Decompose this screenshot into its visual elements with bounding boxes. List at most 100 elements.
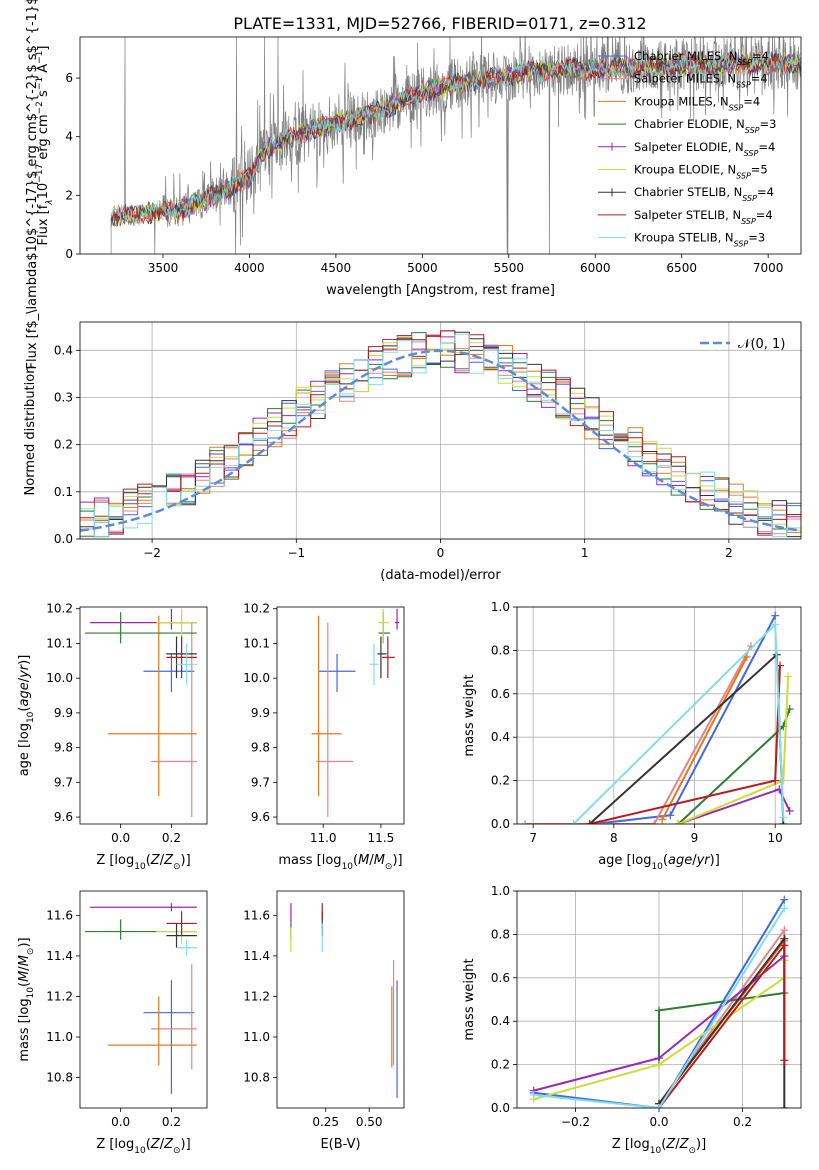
x-axis-label: wavelength [Angstrom, rest frame]	[326, 283, 555, 298]
y-tick-label: 11.4	[46, 949, 73, 963]
y-axis-label: mass [log10(M/M⊙)]	[17, 937, 36, 1061]
x-tick-label: 0.50	[356, 1115, 383, 1129]
y-tick-label: 9.7	[54, 775, 73, 789]
y-tick-label: 4	[65, 130, 73, 144]
x-tick-label: 11.0	[310, 831, 337, 845]
x-tick-label: −2	[143, 546, 161, 560]
y-tick-label: 11.2	[243, 989, 270, 1003]
panel-weight_vs_age: 7 8 9 10 0.0 0.2 0.4 0.6 0.8 1.0 age [log10(age/yr…	[462, 600, 802, 872]
y-tick-label: 10.0	[243, 671, 270, 685]
panel-mass_vs_Z: 0.0 0.2 10.8 11.0 11.2 11.4 11.6 Z [log10(Z/Z⊙)…	[17, 890, 208, 1156]
plot-area	[110, 37, 801, 254]
y-tick-label: 10.8	[243, 1071, 270, 1085]
y-tick-label: 0.4	[491, 730, 510, 744]
plot-area	[521, 611, 794, 824]
x-tick-label: 10	[768, 831, 783, 845]
y-tick-label: 6	[65, 71, 73, 85]
y-tick-label: 0.2	[491, 1058, 510, 1072]
y-tick-label: 0.6	[491, 687, 510, 701]
y-tick-label: 2	[65, 188, 73, 202]
y-tick-label: 10.2	[243, 602, 270, 616]
x-tick-label: 0.0	[111, 831, 130, 845]
x-tick-label: 1	[581, 546, 589, 560]
panel-spectrum: 3500 4000 4500 5000 5500 6000 6500 7000 0 2 4 6 wave…	[25, 0, 802, 369]
y-tick-label: 0.6	[491, 971, 510, 985]
weight-line-1	[525, 645, 752, 824]
legend-entry: Chabrier MILES, NSSP=4	[634, 49, 769, 67]
x-tick-label: 3500	[148, 261, 179, 275]
x-axis-label: Z [log10(Z/Z⊙)]	[96, 853, 190, 872]
y-tick-label: 9.7	[251, 775, 270, 789]
x-tick-label: 4500	[321, 261, 352, 275]
x-tick-label: 0.2	[733, 1115, 752, 1129]
y-tick-label: 0.3	[54, 390, 73, 404]
y-tick-label: 1.0	[491, 600, 510, 614]
x-tick-label: 6500	[666, 261, 697, 275]
model-spectrum-6	[110, 52, 801, 227]
y-tick-label: 0.0	[491, 1101, 510, 1115]
data-spectrum	[110, 37, 801, 254]
panel-age_vs_Z: 0.0 0.2 9.6 9.7 9.8 9.9 10.0 10.1 10.2 Z [log10(Z…	[17, 602, 208, 872]
y-tick-label: 10.8	[46, 1071, 73, 1085]
weight-line-7	[589, 665, 781, 824]
x-tick-label: 2	[725, 546, 733, 560]
legend-entry: Salpeter ELODIE, NSSP=4	[634, 140, 775, 158]
plot-area	[80, 330, 801, 538]
axes-frame	[276, 890, 405, 1109]
y-axis-label: age [log10(age/yr)]	[17, 655, 36, 777]
y-tick-label: 11.2	[46, 989, 73, 1003]
x-tick-label: 4000	[234, 261, 265, 275]
plot-area	[529, 895, 789, 1108]
x-tick-label: 9	[691, 831, 699, 845]
axes-frame	[79, 36, 802, 255]
x-tick-label: 7000	[753, 261, 784, 275]
x-tick-label: 0	[437, 546, 445, 560]
y-axis-label: Flux [f$_\lambda$10$^{-17}$ erg cm$^{-2}…	[25, 0, 40, 369]
plot-area	[85, 608, 197, 818]
plot-area	[311, 608, 400, 818]
panel-weight_vs_Z: −0.2 0.0 0.2 0.0 0.2 0.4 0.6 0.8 1.0 Z [log10(Z/Z…	[462, 884, 802, 1156]
y-tick-label: 9.6	[54, 810, 73, 824]
y-tick-label: 1.0	[491, 884, 510, 898]
y-tick-label: 0	[65, 247, 73, 261]
weight-line-0	[593, 615, 777, 824]
y-tick-label: 11.0	[46, 1030, 73, 1044]
axes-frame	[79, 606, 208, 825]
x-tick-label: 5000	[407, 261, 438, 275]
y-axis-label: mass weight	[462, 674, 477, 756]
y-tick-label: 10.1	[243, 636, 270, 650]
model-spectrum-8	[111, 51, 801, 226]
legend-entry: Salpeter MILES, NSSP=4	[634, 72, 768, 90]
histogram-step-8	[80, 333, 801, 538]
x-tick-label: 0.0	[649, 1115, 668, 1129]
x-tick-label: 6000	[580, 261, 611, 275]
y-tick-label: 11.4	[243, 949, 270, 963]
weight-line-0	[533, 899, 786, 1108]
y-axis-label: Normed distribution	[23, 366, 38, 496]
x-tick-label: 0.2	[162, 1115, 181, 1129]
axes-frame	[79, 890, 208, 1109]
y-tick-label: 11.6	[243, 908, 270, 922]
y-tick-label: 0.0	[491, 817, 510, 831]
y-tick-label: 0.0	[54, 532, 73, 546]
x-tick-label: −1	[287, 546, 305, 560]
x-axis-label: (data-model)/error	[380, 568, 501, 583]
weight-line-2	[661, 656, 748, 821]
x-tick-label: 8	[610, 831, 618, 845]
y-tick-label: 0.4	[54, 343, 73, 357]
plot-area	[85, 903, 197, 1094]
x-tick-label: 0.0	[111, 1115, 130, 1129]
x-axis-label: E(B-V)	[320, 1137, 360, 1152]
y-tick-label: 9.6	[251, 810, 270, 824]
legend-entry: Chabrier ELODIE, NSSP=3	[634, 117, 776, 135]
legend-entry: Kroupa MILES, NSSP=4	[634, 94, 760, 112]
figure-title: PLATE=1331, MJD=52766, FIBERID=0171, z=0…	[233, 14, 646, 33]
axes-frame	[516, 606, 802, 825]
weight-line-7	[658, 942, 786, 1108]
axes-frame	[276, 606, 405, 825]
x-axis-label: mass [log10(M/M⊙)]	[278, 853, 402, 872]
y-tick-label: 10.2	[46, 602, 73, 616]
weight-line-4	[678, 788, 791, 824]
y-tick-label: 11.0	[243, 1030, 270, 1044]
